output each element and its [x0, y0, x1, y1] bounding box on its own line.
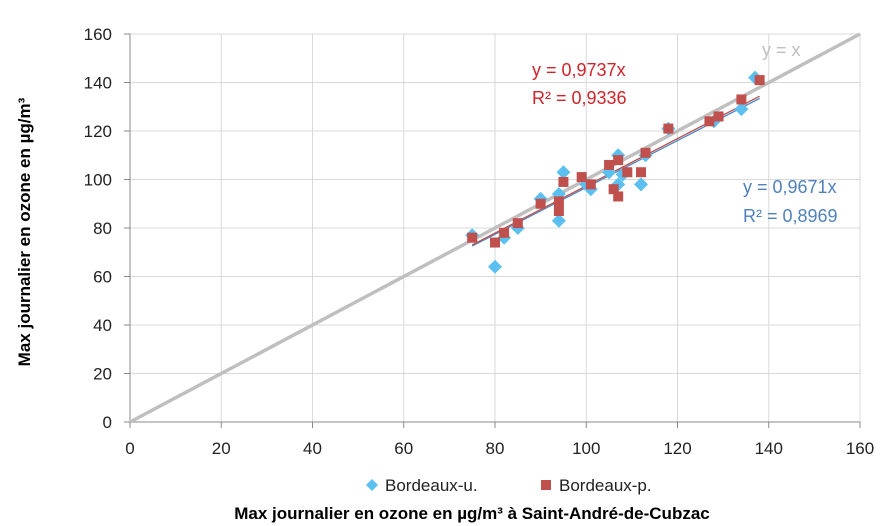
point-bordeaux-p: [553, 206, 564, 217]
legend-label-bordeaux-u: Bordeaux-u.: [385, 476, 478, 495]
x-tick-label: 160: [846, 439, 874, 458]
point-bordeaux-p: [613, 155, 624, 166]
y-tick-label: 140: [84, 74, 112, 93]
y-tick-labels: 0 20 40 60 80 100 120 140 160: [84, 25, 112, 432]
y-tick-label: 100: [84, 171, 112, 190]
x-tick-label: 140: [755, 439, 783, 458]
point-bordeaux-p: [613, 191, 624, 202]
point-bordeaux-p: [754, 75, 765, 86]
point-bordeaux-u: [488, 259, 502, 274]
r2-bordeaux-p: R² = 0,9336: [532, 88, 627, 108]
identity-line-label: y = x: [762, 40, 801, 60]
point-bordeaux-p: [535, 198, 546, 209]
point-bordeaux-p: [585, 179, 596, 190]
point-bordeaux-p: [553, 196, 564, 207]
point-bordeaux-p: [622, 167, 633, 178]
point-bordeaux-p: [704, 116, 715, 127]
point-bordeaux-p: [558, 176, 569, 187]
point-bordeaux-p: [490, 237, 500, 248]
x-tick-label: 120: [663, 439, 691, 458]
y-tick-label: 40: [93, 316, 112, 335]
y-tick-label: 80: [93, 219, 112, 238]
y-tick-label: 120: [84, 122, 112, 141]
x-tick-label: 80: [486, 439, 505, 458]
point-bordeaux-u: [634, 177, 648, 192]
r2-bordeaux-u: R² = 0,8969: [743, 206, 838, 226]
x-tick-label: 60: [394, 439, 413, 458]
legend-label-bordeaux-p: Bordeaux-p.: [559, 476, 652, 495]
point-bordeaux-p: [608, 184, 619, 195]
point-bordeaux-p: [512, 218, 523, 229]
point-bordeaux-p: [499, 227, 510, 238]
point-bordeaux-u: [734, 102, 749, 117]
point-bordeaux-p: [640, 147, 651, 158]
point-bordeaux-p: [604, 159, 615, 170]
x-tick-label: 100: [572, 439, 600, 458]
point-bordeaux-p: [663, 123, 674, 134]
eq-bordeaux-p: y = 0,9737x: [532, 60, 626, 80]
y-tick-label: 0: [103, 413, 112, 432]
point-bordeaux-p: [576, 172, 587, 183]
x-tick-labels: 0 20 40 60 80 100 120 140 160: [125, 439, 874, 458]
point-bordeaux-p: [713, 111, 724, 122]
axes: [124, 33, 861, 428]
point-bordeaux-u: [556, 165, 571, 180]
y-tick-label: 20: [93, 365, 112, 384]
point-bordeaux-u: [551, 213, 566, 228]
point-bordeaux-p: [636, 167, 646, 178]
x-axis-title: Max journalier en ozone en µg/m³ à Saint…: [234, 504, 709, 523]
y-axis-title: Max journalier en ozone en µg/m³: [15, 97, 34, 366]
point-bordeaux-p: [467, 232, 478, 243]
legend-marker-bordeaux-p: [541, 480, 551, 490]
x-tick-label: 20: [212, 439, 231, 458]
legend-marker-bordeaux-u: [366, 479, 378, 491]
y-tick-label: 160: [84, 25, 112, 44]
x-tick-label: 40: [303, 439, 322, 458]
eq-bordeaux-u: y = 0,9671x: [743, 177, 837, 197]
data-points: [465, 70, 765, 274]
legend: Bordeaux-u. Bordeaux-p.: [366, 476, 652, 495]
y-tick-label: 60: [93, 268, 112, 287]
point-bordeaux-p: [736, 94, 747, 105]
x-tick-label: 0: [125, 439, 134, 458]
